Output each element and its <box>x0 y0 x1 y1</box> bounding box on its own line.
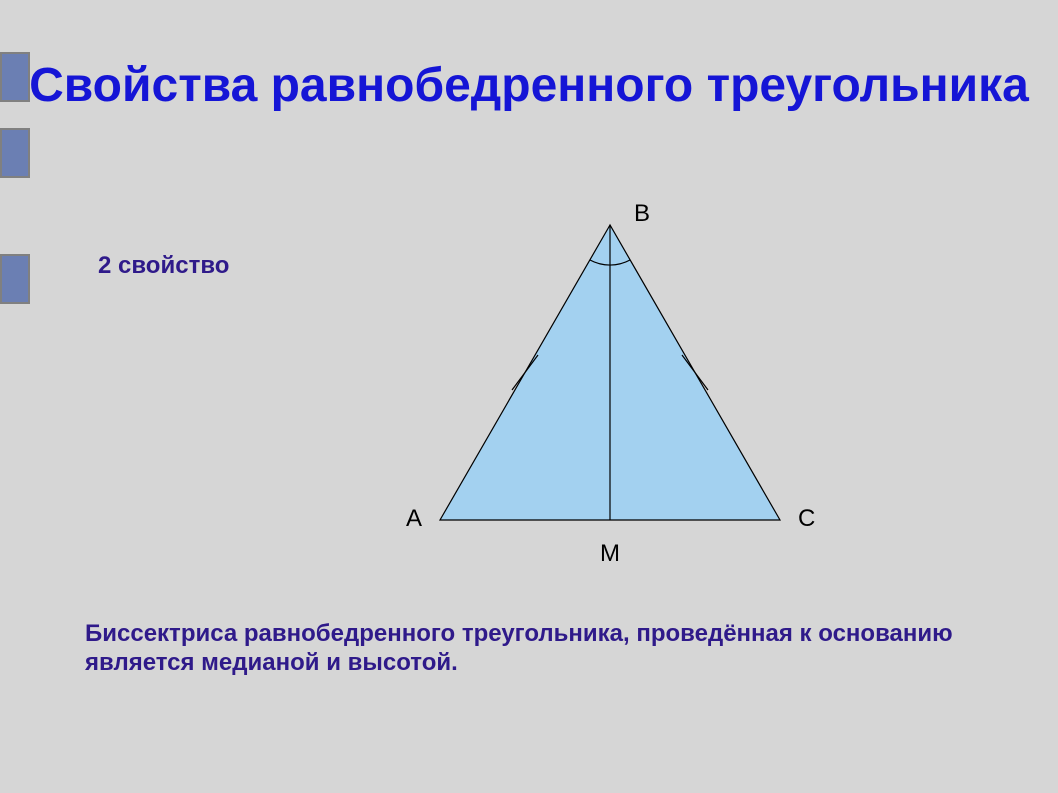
triangle-figure <box>420 200 820 560</box>
vertex-label-C: C <box>798 505 815 533</box>
side-tab-2 <box>0 128 30 178</box>
vertex-label-A: A <box>406 505 422 533</box>
slide-root: Свойства равнобедренного треугольника 2 … <box>0 0 1058 793</box>
side-tab-3 <box>0 254 30 304</box>
vertex-label-M: M <box>600 540 620 568</box>
slide-title: Свойства равнобедренного треугольника <box>0 58 1058 113</box>
slide-subtitle: 2 свойство <box>98 252 229 280</box>
vertex-label-B: B <box>634 200 650 228</box>
slide-body-text: Биссектриса равнобедренного треугольника… <box>85 620 998 678</box>
